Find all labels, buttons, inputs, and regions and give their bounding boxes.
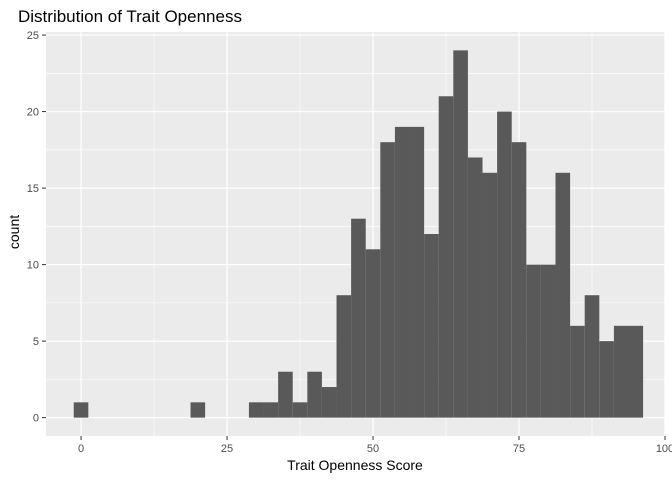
y-tick-label: 20 <box>27 107 39 119</box>
histogram-bar <box>482 172 498 418</box>
x-axis: 0 25 50 75 100 <box>78 436 672 455</box>
histogram-bar <box>365 249 381 418</box>
histogram-bar <box>584 295 600 418</box>
histogram-bar <box>467 157 483 418</box>
histogram-bar <box>424 234 439 418</box>
histogram-bar <box>613 325 629 418</box>
y-axis: 0 5 10 15 20 25 <box>27 30 46 425</box>
x-tick-label: 25 <box>221 443 233 455</box>
histogram-bar <box>628 325 644 418</box>
histogram-bar <box>351 218 366 418</box>
y-tick-label: 10 <box>27 260 39 272</box>
histogram-bar <box>73 402 89 418</box>
histogram-bar <box>248 402 264 418</box>
x-tick-label: 0 <box>78 443 84 455</box>
x-tick-label: 50 <box>367 443 379 455</box>
histogram-bar <box>453 50 468 418</box>
histogram-bar <box>526 264 541 418</box>
histogram-bar <box>599 341 614 418</box>
histogram-bar <box>263 402 279 418</box>
histogram-bar <box>292 402 308 418</box>
histogram-bar <box>497 111 512 418</box>
histogram-bar <box>336 295 352 418</box>
y-tick-label: 0 <box>33 413 39 425</box>
histogram-bar <box>409 126 425 418</box>
histogram-bar <box>278 371 293 418</box>
y-tick-label: 5 <box>33 336 39 348</box>
y-tick-label: 25 <box>27 30 39 42</box>
x-tick-label: 100 <box>656 443 672 455</box>
histogram-bar <box>307 371 322 418</box>
y-tick-label: 15 <box>27 183 39 195</box>
histogram-bar <box>394 126 410 418</box>
x-tick-label: 75 <box>513 443 525 455</box>
x-axis-title: Trait Openness Score <box>287 457 423 473</box>
y-axis-title: count <box>6 215 22 249</box>
histogram-bar <box>321 387 337 418</box>
histogram-bar <box>570 325 585 418</box>
histogram-bar <box>380 142 395 418</box>
histogram-bars <box>73 50 644 418</box>
histogram-bar <box>511 142 527 418</box>
histogram-bar <box>438 96 454 418</box>
histogram-bar <box>540 264 556 418</box>
histogram-bar <box>190 402 206 418</box>
histogram-bar <box>555 172 571 418</box>
chart-title: Distribution of Trait Openness <box>18 7 242 26</box>
